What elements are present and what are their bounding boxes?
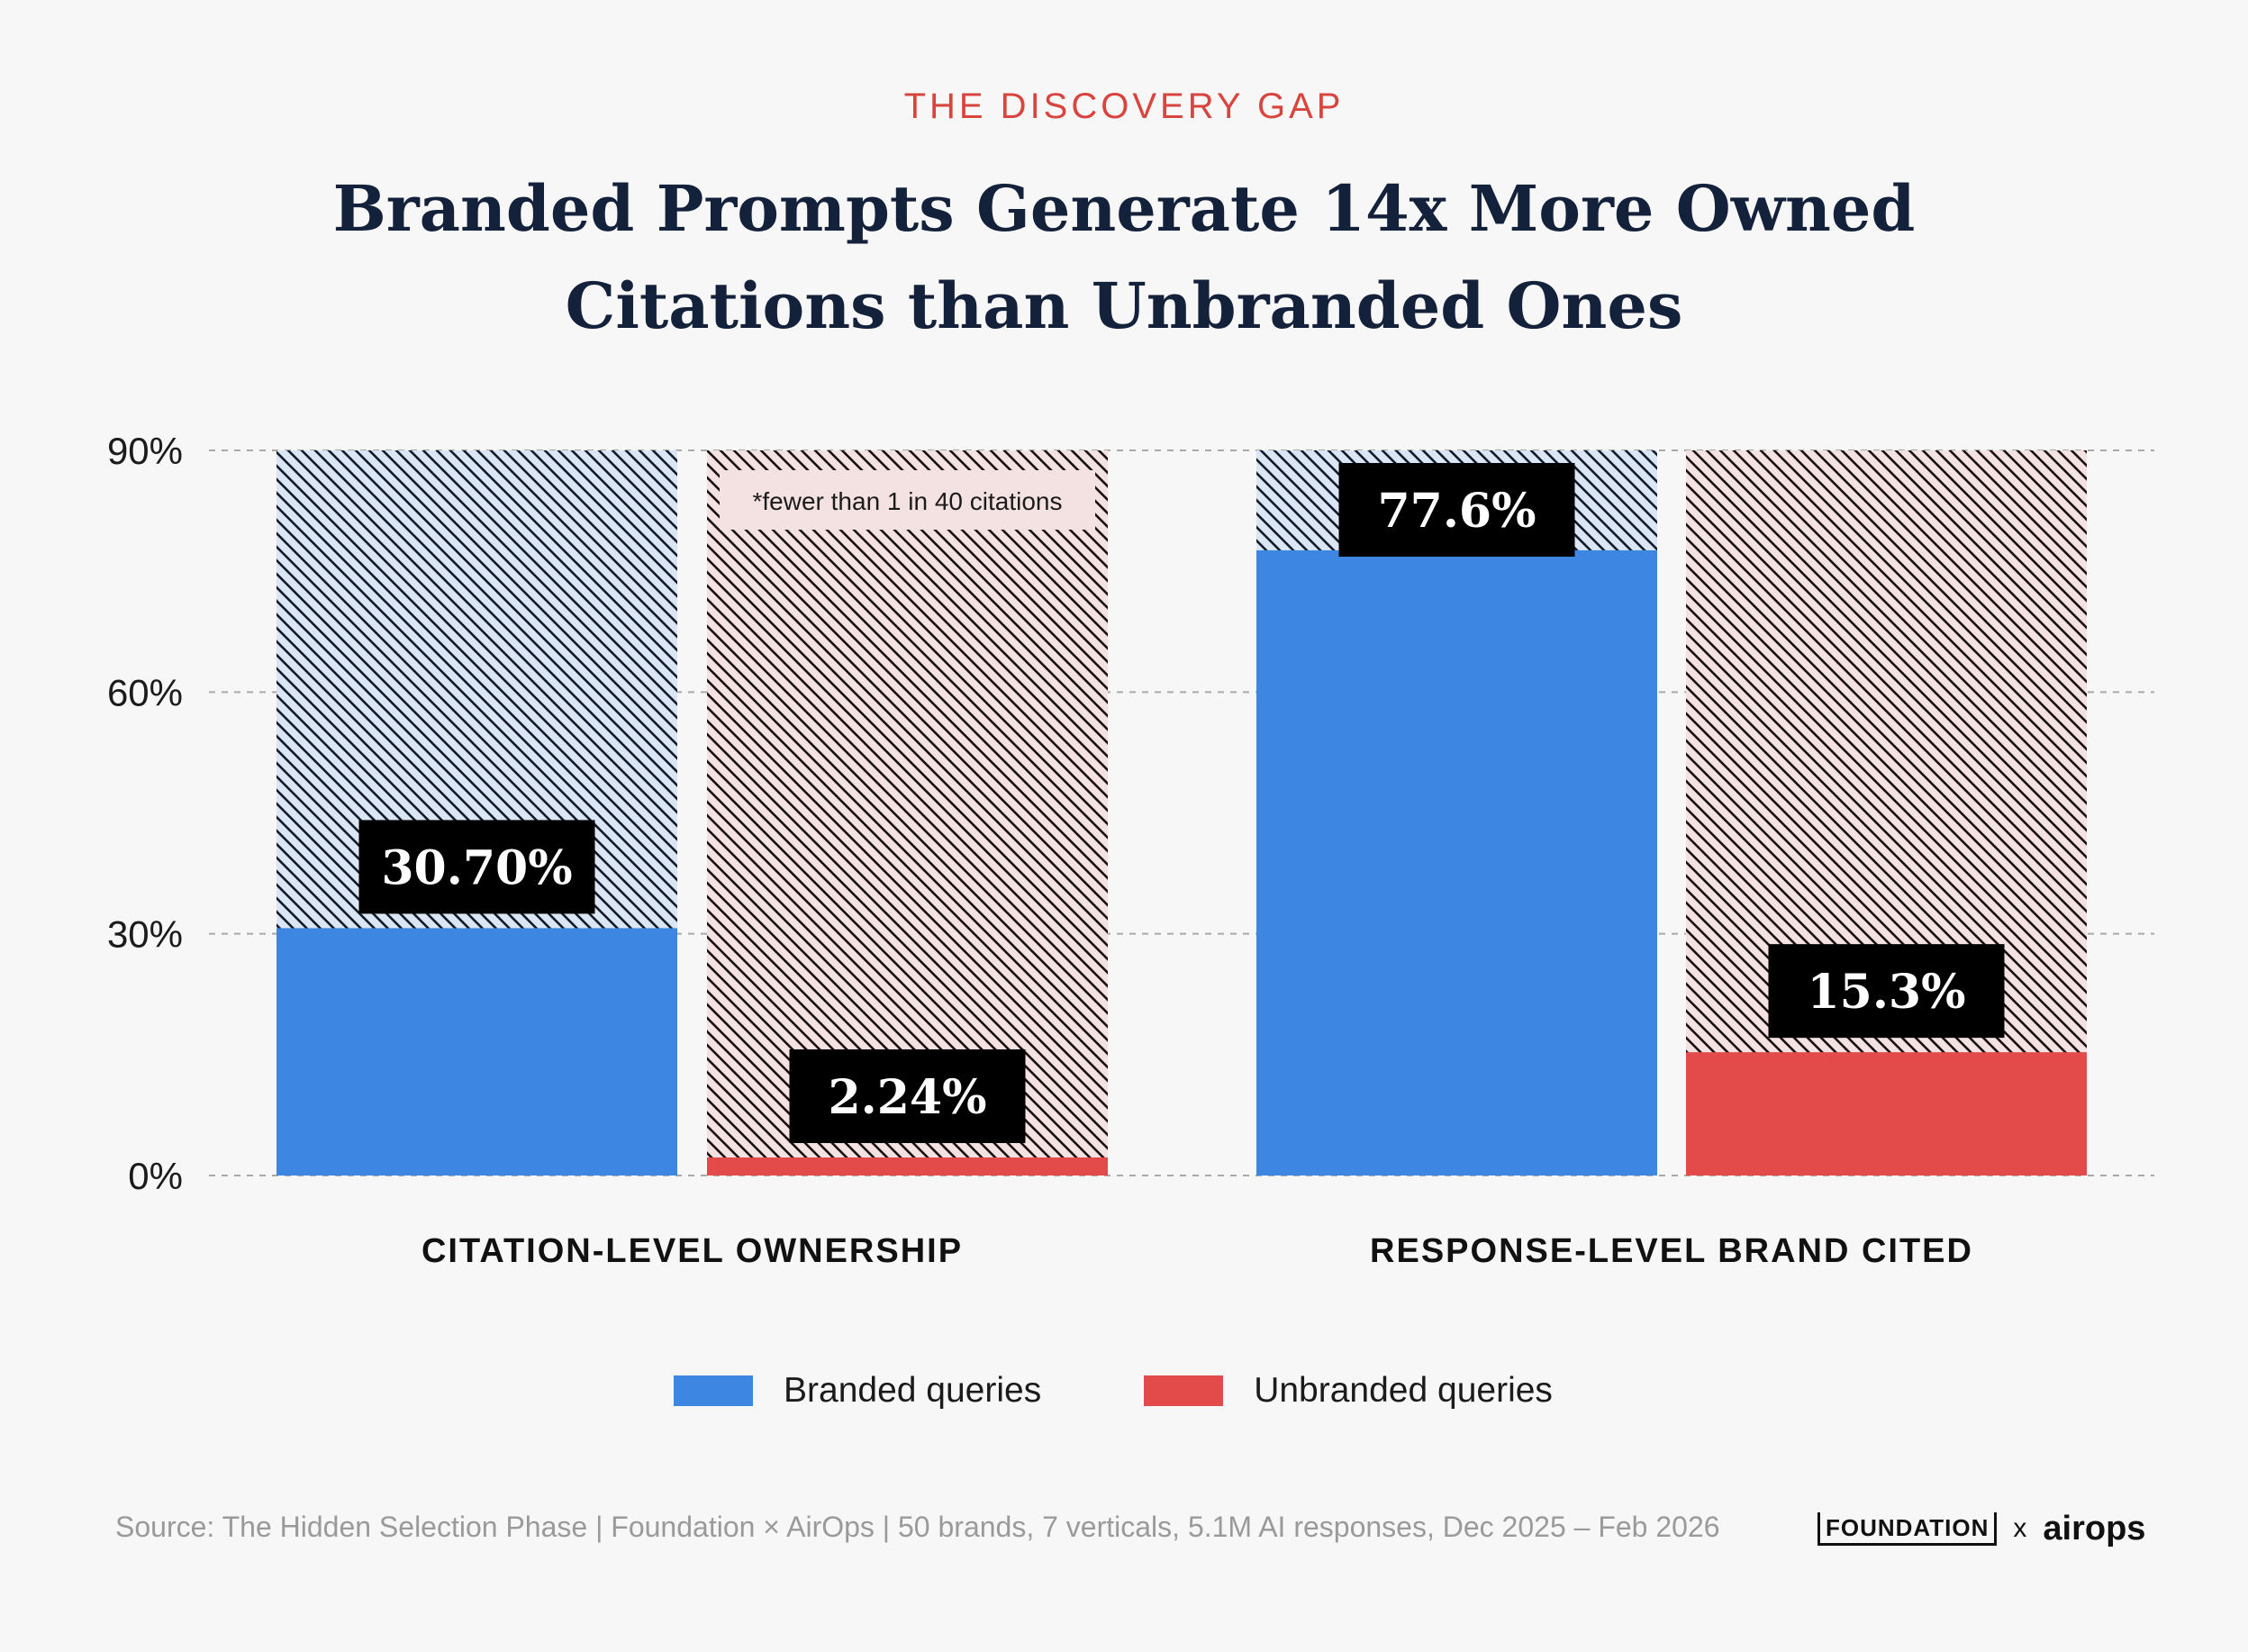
bars: [276, 450, 2087, 1175]
chart-title-line-2: Citations than Unbranded Ones: [565, 268, 1683, 343]
value-label-box: [358, 820, 595, 914]
x-axis: CITATION-LEVEL OWNERSHIP RESPONSE-LEVEL B…: [422, 1232, 1973, 1270]
airops-logo: airops: [2043, 1509, 2146, 1548]
annotation-text: *fewer than 1 in 40 citations: [753, 487, 1063, 515]
value-label: 15.3%: [1807, 965, 1965, 1020]
value-label: 77.6%: [1377, 484, 1536, 539]
bar-unbranded: [707, 1157, 1108, 1175]
eyebrow: THE DISCOVERY GAP: [903, 86, 1345, 126]
value-label-box: [789, 1048, 1026, 1143]
legend-label-unbranded: Unbranded queries: [1254, 1371, 1553, 1410]
legend-swatch-branded: [674, 1375, 753, 1406]
value-label: 30.70%: [381, 840, 572, 895]
source-note: Source: The Hidden Selection Phase | Fou…: [115, 1511, 1720, 1543]
value-label: 2.24%: [828, 1070, 986, 1125]
legend-item-branded: Branded queries: [674, 1371, 1041, 1411]
legend-swatch-unbranded: [1144, 1375, 1224, 1406]
x-category-label: RESPONSE-LEVEL BRAND CITED: [1370, 1232, 1973, 1270]
partner-logos: FOUNDATION x airops: [1817, 1506, 2145, 1551]
x-category-label: CITATION-LEVEL OWNERSHIP: [422, 1232, 963, 1270]
bar-unbranded: [1686, 1052, 2087, 1175]
bar-chart: 30.70% 77.6% 2.24% 15.3% *fewer than 1 in 40…: [107, 430, 2154, 1270]
value-labels: 30.70% 77.6% 2.24% 15.3% *fewer than 1 in 40…: [358, 463, 2005, 1143]
chart-title-line-1: Branded Prompts Generate 14x More Owned: [332, 171, 1916, 246]
chart-title: Branded Prompts Generate 14x More Owned …: [0, 160, 2248, 355]
bar-branded: [1256, 549, 1657, 1175]
y-tick-label: 90%: [107, 430, 183, 472]
bar-branded: [276, 928, 677, 1175]
value-label-box: [1338, 463, 1575, 557]
legend-label-branded: Branded queries: [784, 1371, 1042, 1410]
y-tick-label: 0%: [128, 1155, 183, 1197]
gridlines: [209, 449, 2154, 1176]
foundation-logo: FOUNDATION: [1817, 1511, 1998, 1546]
legend-item-unbranded: Unbranded queries: [1144, 1371, 1553, 1411]
annotation-box: [720, 470, 1095, 530]
y-axis: 0% 30% 60% 90%: [107, 430, 183, 1197]
legend: Branded queries Unbranded queries: [674, 1364, 1553, 1418]
value-label-box: [1768, 944, 2005, 1039]
y-tick-label: 60%: [107, 671, 183, 713]
logo-separator: x: [2013, 1513, 2027, 1543]
y-tick-label: 30%: [107, 913, 183, 956]
